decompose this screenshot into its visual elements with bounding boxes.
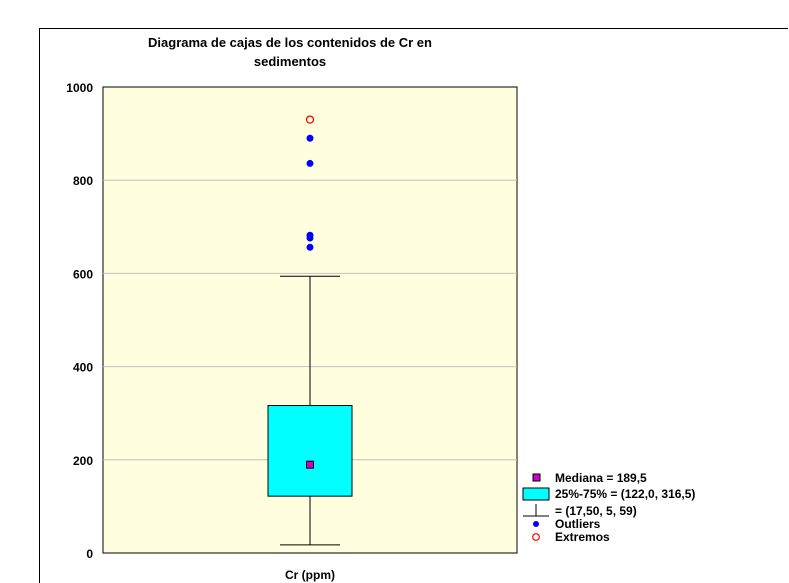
legend-item: 25%-75% = (122,0, 316,5) xyxy=(522,487,695,501)
legend-median-marker xyxy=(532,473,541,482)
legend-label: Extremos xyxy=(555,530,610,544)
y-tick-label: 600 xyxy=(73,267,93,281)
legend-label: = (17,50, 5, 59) xyxy=(555,504,637,518)
chart-frame xyxy=(39,28,788,583)
box-plot xyxy=(267,115,353,546)
legend-item: Outliers xyxy=(533,517,601,531)
legend-box-marker xyxy=(522,487,550,501)
iqr-box xyxy=(267,405,353,497)
y-tick-label: 400 xyxy=(73,361,93,375)
y-tick-label: 200 xyxy=(73,454,93,468)
chart-title-line-2: sedimentos xyxy=(254,54,326,69)
outlier-point xyxy=(306,134,314,142)
outlier-point xyxy=(306,243,314,251)
legend-item: Mediana = 189,5 xyxy=(532,471,647,485)
outlier-point xyxy=(306,234,314,242)
outlier-point xyxy=(306,159,314,167)
legend-item: Extremos xyxy=(532,530,610,544)
chart-title-line-1: Diagrama de cajas de los contenidos de C… xyxy=(148,35,432,50)
extreme-point xyxy=(305,115,315,124)
legend-label: Outliers xyxy=(555,517,601,531)
legend: Mediana = 189,5 25%-75% = (122,0, 316,5) =… xyxy=(522,471,695,544)
legend-outlier-marker xyxy=(533,521,539,527)
y-axis-ticks: 0 200 400 600 800 1000 xyxy=(66,81,93,561)
legend-label: 25%-75% = (122,0, 316,5) xyxy=(555,487,695,501)
median-marker xyxy=(306,460,314,469)
legend-label: Mediana = 189,5 xyxy=(555,471,647,485)
x-axis-label: Cr (ppm) xyxy=(285,568,335,582)
legend-item: = (17,50, 5, 59) xyxy=(523,504,637,518)
y-tick-label: 800 xyxy=(73,174,93,188)
legend-extreme-marker xyxy=(532,533,540,541)
y-tick-label: 1000 xyxy=(66,81,93,95)
y-tick-label: 0 xyxy=(86,547,93,561)
